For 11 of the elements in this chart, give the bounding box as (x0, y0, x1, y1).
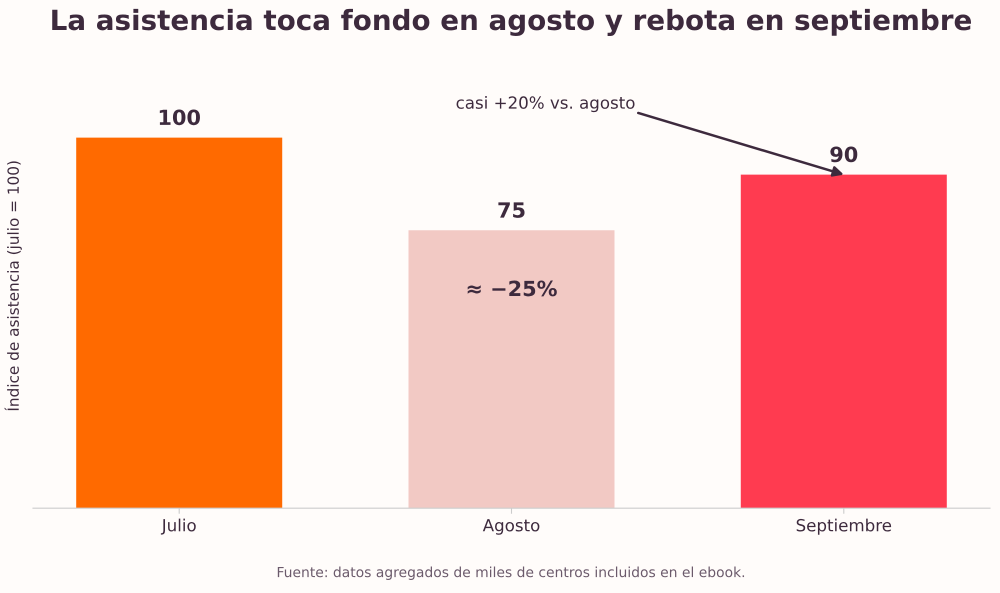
x-tick-label: Julio (160, 518, 196, 535)
data-label: 90 (830, 146, 858, 162)
x-tick-label: Septiembre (796, 518, 892, 535)
data-label: 75 (498, 202, 525, 218)
source-note: Fuente: datos agregados de miles de centros incluidos en el ebook. (278, 566, 744, 580)
x-tick-label: Agosto (482, 519, 540, 535)
y-axis-title: Índice de asistencia (julio = 100) (4, 161, 22, 410)
annotation: ≈ −25% (468, 280, 557, 296)
data-label: 100 (160, 109, 200, 126)
annotation: casi +20% vs. agosto (456, 96, 635, 112)
chart-title: La asistencia toca fondo en agosto y rebota en septiembre (52, 8, 971, 36)
